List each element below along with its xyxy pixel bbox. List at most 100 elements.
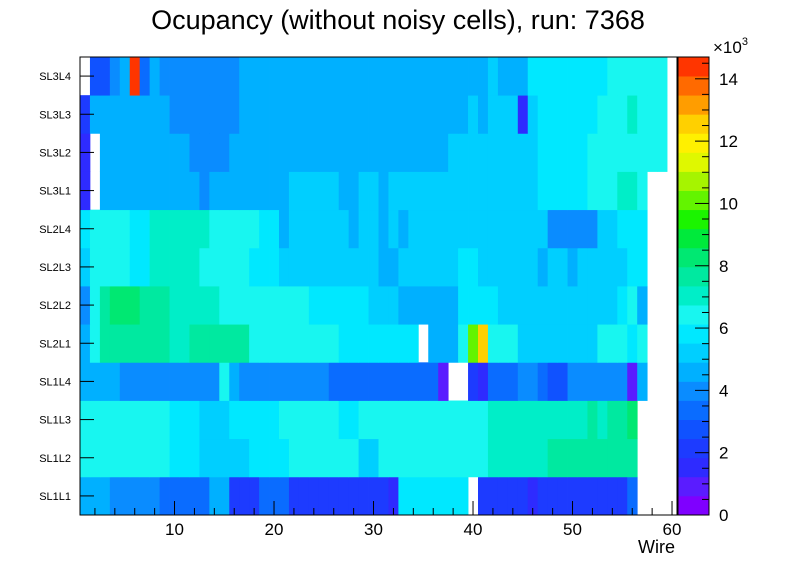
heatmap-cell — [269, 171, 280, 211]
heatmap-cell — [637, 209, 648, 249]
heatmap-cell — [298, 362, 310, 401]
heatmap-cell — [368, 133, 379, 172]
palette-swatch — [678, 381, 709, 401]
heatmap-cell — [507, 209, 519, 249]
heatmap-cell — [438, 247, 449, 287]
heatmap-cell — [557, 57, 568, 96]
heatmap-cell — [557, 95, 568, 134]
heatmap-cell — [438, 438, 449, 478]
heatmap-cell — [368, 286, 379, 325]
heatmap-cell — [219, 362, 230, 401]
heatmap-cell — [358, 400, 369, 440]
heatmap-cell — [249, 476, 260, 516]
x-tick-label: 10 — [165, 520, 184, 539]
heatmap-cell — [348, 95, 359, 134]
heatmap-cell — [458, 95, 469, 134]
heatmap-cell — [199, 95, 210, 134]
heatmap-cell — [199, 209, 210, 249]
heatmap-cell — [209, 438, 220, 478]
heatmap-cell — [109, 57, 121, 96]
heatmap-cell — [408, 209, 419, 249]
palette-tick-label: 8 — [719, 257, 728, 276]
x-axis: 10 20 30 40 50 60 — [94, 501, 681, 539]
heatmap-cell — [149, 362, 160, 401]
heatmap-cell — [338, 324, 350, 363]
heatmap-cell — [328, 209, 340, 249]
heatmap-cell — [199, 362, 210, 401]
heatmap-cell — [308, 95, 320, 134]
heatmap-cell — [438, 57, 449, 96]
heatmap-cell — [318, 247, 330, 287]
heatmap-cell — [149, 209, 160, 249]
heatmap-cell — [438, 133, 449, 172]
heatmap-cell — [199, 400, 210, 440]
heatmap-cell — [109, 171, 121, 211]
heatmap-cell — [89, 247, 101, 287]
heatmap-cell — [259, 286, 270, 325]
heatmap-cell — [647, 95, 658, 134]
heatmap-cell — [418, 57, 429, 96]
heatmap-cell — [219, 400, 230, 440]
heatmap-cell — [279, 209, 290, 249]
heatmap-cell — [378, 286, 389, 325]
heatmap-cell — [517, 57, 529, 96]
heatmap-cell — [179, 95, 190, 134]
heatmap-cell — [507, 57, 519, 96]
heatmap-cell — [408, 171, 419, 211]
heatmap-cell — [199, 286, 210, 325]
heatmap-cell — [537, 133, 549, 172]
heatmap-cell — [119, 362, 131, 401]
heatmap-cell — [527, 286, 539, 325]
heatmap-cell — [159, 247, 170, 287]
heatmap-cell — [288, 324, 300, 363]
heatmap-cell — [448, 324, 459, 363]
heatmap-cell — [348, 476, 359, 516]
heatmap-cell — [288, 95, 300, 134]
heatmap-cell — [497, 324, 509, 363]
heatmap-cell — [617, 171, 628, 211]
heatmap-cell — [308, 324, 320, 363]
palette-tick-label: 6 — [719, 319, 728, 338]
heatmap-cell — [468, 171, 479, 211]
heatmap-cell — [338, 247, 350, 287]
heatmap-cell — [418, 362, 429, 401]
heatmap-cell — [368, 171, 379, 211]
heatmap-cell — [149, 133, 160, 172]
palette-tick-label: 12 — [719, 132, 738, 151]
heatmap-cell — [458, 286, 469, 325]
heatmap-cell — [468, 95, 479, 134]
heatmap-cell — [567, 286, 578, 325]
heatmap-cell — [517, 209, 529, 249]
heatmap-cell — [378, 247, 389, 287]
heatmap-cell — [418, 171, 429, 211]
heatmap-cell — [497, 133, 509, 172]
heatmap-cell — [139, 209, 151, 249]
heatmap-cell — [269, 209, 280, 249]
heatmap-cell — [478, 438, 489, 478]
heatmap-cell — [607, 438, 618, 478]
heatmap-cell — [318, 324, 330, 363]
palette-swatch — [678, 362, 709, 382]
heatmap-cell — [99, 286, 111, 325]
row-label: SL3L1 — [39, 186, 71, 198]
heatmap-cell — [298, 324, 310, 363]
row-label: SL3L4 — [39, 71, 71, 83]
heatmap-cell — [597, 57, 608, 96]
row-label: SL2L3 — [39, 262, 71, 274]
heatmap-cell — [288, 400, 300, 440]
heatmap-cell — [497, 286, 509, 325]
heatmap-cell — [368, 476, 379, 516]
heatmap-cell — [398, 438, 409, 478]
heatmap-cell — [269, 438, 280, 478]
heatmap-cell — [239, 400, 250, 440]
heatmap-cell — [209, 209, 220, 249]
heatmap-cell — [209, 133, 220, 172]
heatmap-cell — [398, 133, 409, 172]
heatmap-cell — [269, 324, 280, 363]
heatmap-cell — [279, 286, 290, 325]
heatmap-cell — [378, 400, 389, 440]
heatmap-cell — [179, 476, 190, 516]
heatmap-cell — [527, 95, 539, 134]
row-label: SL2L4 — [39, 224, 71, 236]
heatmap-cell — [587, 209, 598, 249]
